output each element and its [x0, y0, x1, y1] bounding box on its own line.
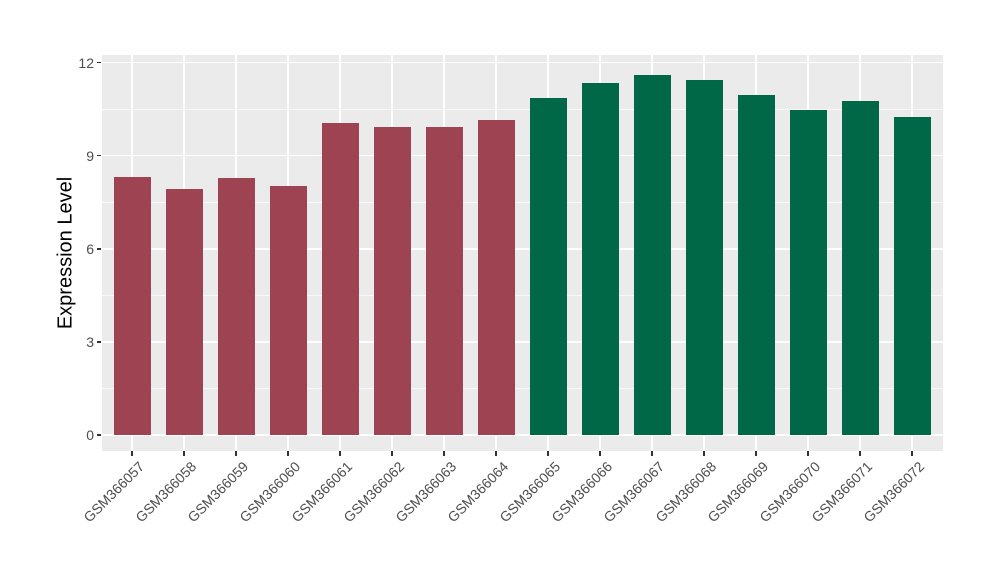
gridline-minor [102, 201, 943, 203]
plot-panel [102, 55, 943, 451]
gridline-minor [102, 388, 943, 389]
x-tick-mark [339, 451, 341, 456]
x-tick-mark [131, 451, 133, 456]
bar-GSM366069 [737, 95, 775, 435]
x-tick-mark [183, 451, 185, 456]
y-tick-label: 6 [86, 240, 94, 257]
gridline-major [102, 434, 943, 436]
x-tick-mark [859, 451, 861, 456]
bar-GSM366066 [581, 83, 619, 435]
x-tick-mark [547, 451, 549, 456]
bar-GSM366060 [269, 185, 307, 435]
y-tick-mark [97, 61, 101, 64]
y-tick-label: 12 [78, 54, 94, 71]
y-tick-label: 0 [86, 427, 94, 443]
y-tick-label: 9 [86, 147, 94, 164]
x-tick-mark [391, 451, 393, 456]
bar-GSM366067 [633, 74, 671, 435]
bar-GSM366072 [893, 116, 931, 435]
x-tick-mark [287, 451, 289, 456]
bar-GSM366065 [529, 98, 567, 435]
y-tick-mark [97, 248, 101, 250]
x-tick-mark [651, 451, 653, 456]
x-tick-mark [807, 451, 809, 456]
x-tick-mark [599, 451, 601, 456]
gridline-minor [102, 294, 943, 296]
bar-GSM366062 [373, 126, 411, 435]
y-tick-mark [97, 341, 101, 343]
x-tick-mark [443, 451, 445, 456]
bar-GSM366061 [321, 123, 359, 435]
y-tick-label: 3 [86, 333, 94, 350]
x-label-wrap: GSM366072 [697, 458, 928, 525]
x-tick-mark [703, 451, 705, 456]
x-tick-mark [235, 451, 237, 456]
y-tick-mark [97, 154, 101, 157]
gridline-major [102, 341, 943, 343]
bar-GSM366059 [217, 178, 255, 435]
bar-GSM366058 [165, 188, 203, 435]
gridline-minor [102, 108, 943, 110]
y-axis-title: Expression Level [54, 176, 77, 330]
x-tick-mark [755, 451, 757, 456]
x-tick-mark [911, 451, 913, 456]
gridline-major [102, 248, 943, 250]
bar-GSM366064 [477, 120, 515, 435]
bar-GSM366070 [789, 110, 827, 435]
bar-GSM366063 [425, 126, 463, 435]
gridline-major [102, 61, 943, 64]
y-tick-mark [97, 434, 101, 436]
bar-GSM366071 [841, 101, 879, 435]
gridline-major [102, 155, 943, 157]
bar-GSM366057 [113, 176, 151, 435]
x-tick-label-GSM366072: GSM366072 [860, 458, 928, 526]
bar-GSM366068 [685, 80, 723, 435]
x-tick-mark [495, 451, 497, 456]
